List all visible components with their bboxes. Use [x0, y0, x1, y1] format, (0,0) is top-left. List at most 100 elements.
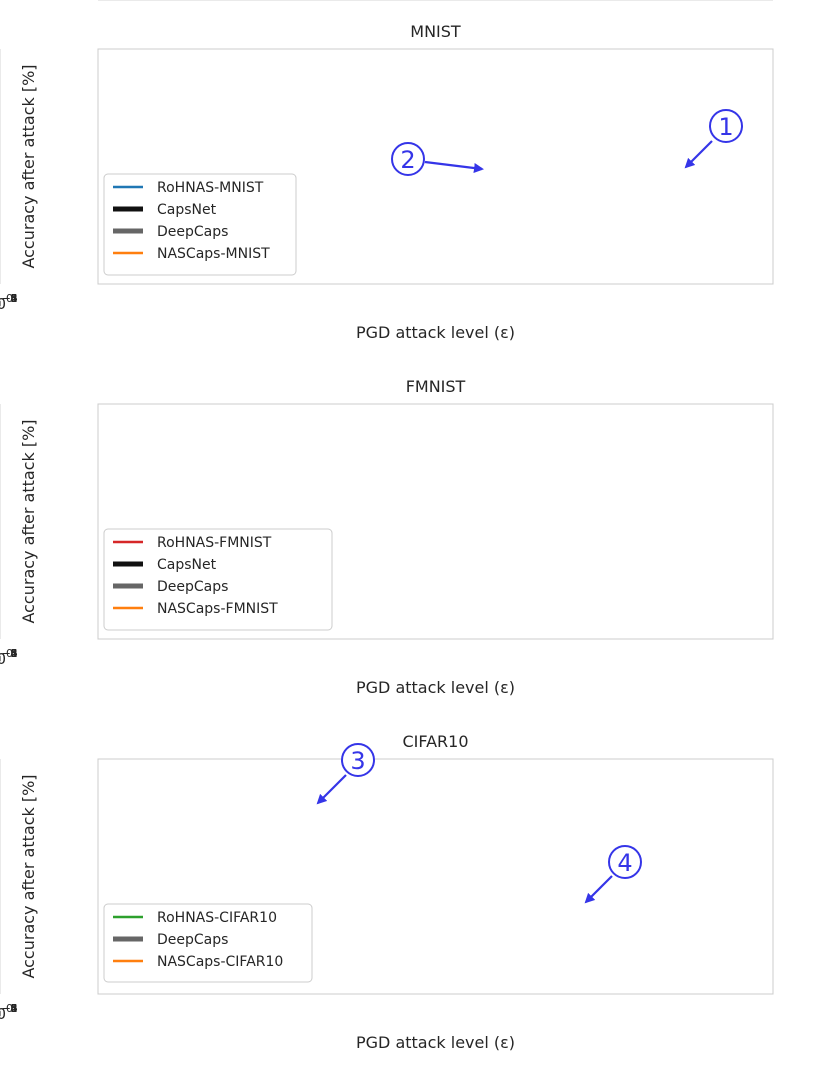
y-tick-label: 0: [78, 0, 88, 4]
legend-label: NASCaps-MNIST: [157, 246, 270, 262]
y-tick-label: 40: [69, 0, 88, 4]
x-tick-exponent: 0: [6, 647, 13, 660]
chart-title: MNIST: [410, 22, 461, 41]
x-tick-exponent: −3: [1, 292, 17, 305]
legend-label: RoHNAS-MNIST: [157, 180, 264, 196]
y-tick-label: 100: [59, 0, 88, 4]
chart-panel-mnist: 02040608010010−610−510−410−310−210−1100M…: [0, 0, 774, 342]
x-tick-exponent: −4: [1, 292, 17, 305]
y-tick-label: 0: [78, 0, 88, 4]
annotations: 1 2 3 4: [316, 109, 743, 904]
annotation-number: 3: [350, 747, 365, 775]
x-tick-exponent: −4: [1, 1002, 17, 1015]
y-tick-label: 80: [69, 0, 88, 4]
legend-box: [103, 173, 297, 276]
x-tick-label: 10−6: [0, 647, 18, 668]
annotation-arrow: [584, 875, 613, 904]
x-tick-label: 10−5: [0, 1002, 18, 1023]
legend-label: CapsNet: [157, 202, 217, 218]
legend-label: CapsNet: [157, 557, 217, 573]
annotation-circle: [608, 845, 642, 879]
x-tick-exponent: −1: [1, 647, 17, 660]
x-tick-label: 10−6: [0, 292, 18, 313]
annotation-circle: [709, 109, 743, 143]
legend-label: NASCaps-CIFAR10: [157, 954, 283, 970]
annotation-circle: [341, 743, 375, 777]
y-tick-label: 20: [69, 0, 88, 4]
legend-box: [103, 528, 333, 631]
x-tick-label: 100: [0, 1002, 13, 1023]
x-tick-label: 10−1: [0, 292, 18, 313]
x-tick-label: 10−2: [0, 1002, 18, 1023]
legend-label: RoHNAS-CIFAR10: [157, 910, 277, 926]
x-tick-exponent: 0: [6, 1002, 13, 1015]
x-tick-exponent: −4: [1, 647, 17, 660]
y-tick-label: 60: [69, 0, 88, 4]
annotation-1: 1: [684, 109, 743, 169]
legend-box: [103, 903, 313, 983]
y-tick-label: 60: [69, 0, 88, 4]
y-tick-label: 100: [59, 0, 88, 4]
x-tick-label: 100: [0, 292, 13, 313]
y-tick-label: 80: [69, 0, 88, 4]
x-tick-exponent: −3: [1, 647, 17, 660]
x-tick-label: 10−1: [0, 1002, 18, 1023]
annotation-arrow: [684, 140, 713, 169]
x-tick-label: 10−3: [0, 647, 18, 668]
y-axis-label: Accuracy after attack [%]: [19, 419, 38, 623]
x-tick-exponent: −3: [1, 1002, 17, 1015]
annotation-number: 4: [617, 849, 632, 877]
x-tick-exponent: −6: [1, 292, 17, 305]
chart-panel-cifar10: 02040608010010−610−510−410−310−210−1100C…: [0, 0, 774, 1052]
annotation-2: 2: [391, 142, 484, 176]
y-axis-label: Accuracy after attack [%]: [19, 64, 38, 268]
x-tick-label: 10−6: [0, 1002, 18, 1023]
x-tick-exponent: −6: [1, 647, 17, 660]
annotation-arrow: [424, 160, 484, 173]
x-tick-label: 10−5: [0, 292, 18, 313]
x-axis-label: PGD attack level (ε): [356, 323, 515, 342]
x-tick-label: 10−4: [0, 647, 18, 668]
x-tick-exponent: −6: [1, 1002, 17, 1015]
x-axis-label: PGD attack level (ε): [356, 678, 515, 697]
x-tick-label: 10−4: [0, 292, 18, 313]
y-tick-label: 60: [69, 0, 88, 4]
chart-title: FMNIST: [406, 377, 466, 396]
annotation-number: 1: [718, 113, 733, 141]
x-tick-exponent: −2: [1, 647, 17, 660]
y-tick-label: 0: [78, 0, 88, 4]
x-tick-exponent: −2: [1, 292, 17, 305]
x-axis-label: PGD attack level (ε): [356, 1033, 515, 1052]
x-tick-exponent: −5: [1, 647, 17, 660]
x-tick-exponent: −1: [1, 292, 17, 305]
legend-label: DeepCaps: [157, 579, 228, 595]
y-tick-label: 40: [69, 0, 88, 4]
x-tick-label: 10−5: [0, 647, 18, 668]
chart-panel-fmnist: 02040608010010−610−510−410−310−210−1100F…: [0, 0, 774, 697]
x-tick-label: 10−1: [0, 647, 18, 668]
annotation-circle: [391, 142, 425, 176]
legend: RoHNAS-MNIST CapsNet DeepCaps NASCaps-MNIST: [103, 173, 297, 276]
y-tick-label: 20: [69, 0, 88, 4]
x-tick-label: 100: [0, 647, 13, 668]
x-tick-label: 10−3: [0, 292, 18, 313]
annotation-4: 4: [584, 845, 642, 904]
x-tick-label: 10−2: [0, 292, 18, 313]
legend-label: DeepCaps: [157, 224, 228, 240]
legend: RoHNAS-FMNIST CapsNet DeepCaps NASCaps-FMNI…: [103, 528, 333, 631]
x-tick-exponent: −2: [1, 1002, 17, 1015]
y-tick-label: 20: [69, 0, 88, 4]
annotation-arrow: [316, 774, 347, 805]
x-tick-label: 10−2: [0, 647, 18, 668]
annotation-number: 2: [400, 146, 415, 174]
x-tick-exponent: −5: [1, 292, 17, 305]
y-tick-label: 100: [59, 0, 88, 4]
x-tick-exponent: −5: [1, 1002, 17, 1015]
x-tick-exponent: −1: [1, 1002, 17, 1015]
chart-title: CIFAR10: [402, 732, 468, 751]
legend-label: NASCaps-FMNIST: [157, 601, 278, 617]
x-tick-label: 10−3: [0, 1002, 18, 1023]
legend-label: DeepCaps: [157, 932, 228, 948]
legend: RoHNAS-CIFAR10 DeepCaps NASCaps-CIFAR10: [103, 903, 313, 983]
